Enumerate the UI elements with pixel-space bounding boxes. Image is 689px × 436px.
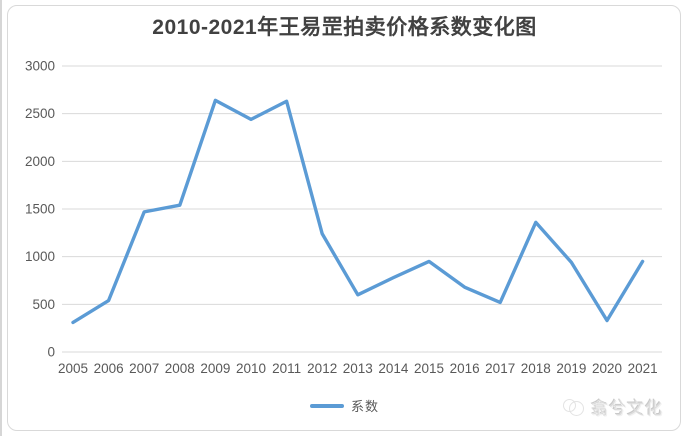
legend-series-label: 系数	[350, 399, 379, 414]
y-axis-tick-labels: 0 500 1000 1500 2000 2500 3000	[25, 59, 55, 360]
chart-legend[interactable]: 系数	[0, 396, 689, 415]
watermark: 翕兮文化	[563, 394, 663, 419]
x-tick-label: 2009	[200, 361, 230, 376]
x-tick-label: 2006	[94, 361, 124, 376]
x-tick-label: 2005	[58, 361, 88, 376]
x-tick-label: 2012	[307, 361, 337, 376]
watermark-text: 翕兮文化	[591, 399, 663, 418]
y-tick-label: 500	[32, 297, 55, 312]
x-tick-label: 2016	[450, 361, 480, 376]
x-tick-label: 2019	[556, 361, 586, 376]
x-tick-label: 2010	[236, 361, 266, 376]
y-tick-label: 1000	[25, 249, 55, 264]
legend-line-swatch-icon	[309, 403, 344, 408]
x-tick-label: 2015	[414, 361, 444, 376]
x-tick-label: 2014	[378, 361, 409, 376]
series-lines	[71, 98, 645, 325]
y-tick-label: 3000	[25, 59, 55, 74]
watermark-logo-icon	[563, 397, 585, 417]
x-axis-tick-labels: 2005 2006 2007 2008 2009 2010 2011 2012 2013 2014…	[58, 361, 658, 376]
x-tick-label: 2011	[272, 361, 301, 376]
series-line-系数	[71, 98, 645, 325]
x-tick-label: 2021	[628, 361, 658, 376]
y-tick-label: 2500	[25, 106, 55, 121]
x-tick-label: 2008	[165, 361, 195, 376]
x-tick-label: 2017	[485, 361, 515, 376]
x-tick-label: 2007	[129, 361, 159, 376]
chart-card	[7, 5, 681, 431]
x-tick-label: 2018	[521, 361, 551, 376]
gridlines	[62, 65, 662, 353]
x-tick-label: 2020	[592, 361, 622, 376]
x-tick-label: 2013	[343, 361, 373, 376]
chart-title: 2010-2021年王易罡拍卖价格系数变化图	[152, 16, 537, 39]
y-tick-label: 1500	[25, 202, 55, 217]
y-tick-label: 0	[47, 345, 55, 360]
page-edge-strip	[0, 0, 2, 436]
y-tick-label: 2000	[25, 154, 55, 169]
